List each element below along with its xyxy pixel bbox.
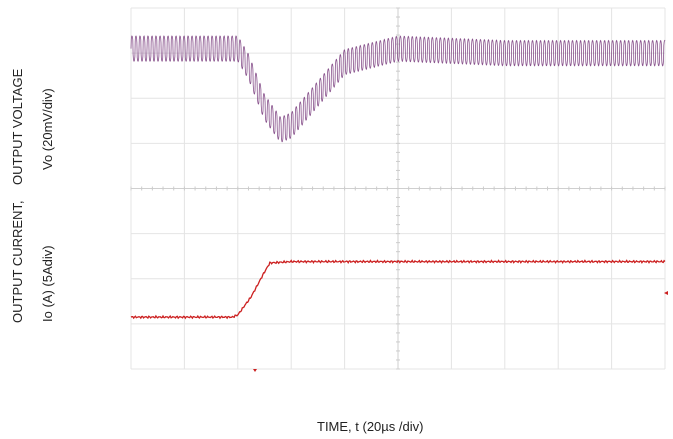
trigger-marker-bottom xyxy=(253,369,257,372)
current-axis-label: OUTPUT CURRENT, xyxy=(10,200,25,323)
voltage-axis-label: OUTPUT VOLTAGE xyxy=(10,68,25,185)
voltage-axis-units: Vo (20mV/div) xyxy=(40,88,55,170)
output-voltage-trace xyxy=(130,35,666,143)
trigger-marker-right xyxy=(664,291,668,295)
current-axis-units: Io (A) (5Adiv) xyxy=(40,245,55,322)
output-current-trace xyxy=(130,259,666,320)
time-axis-label: TIME, t (20µs /div) xyxy=(317,419,424,434)
trace-layer xyxy=(130,35,666,320)
grid xyxy=(130,7,666,370)
